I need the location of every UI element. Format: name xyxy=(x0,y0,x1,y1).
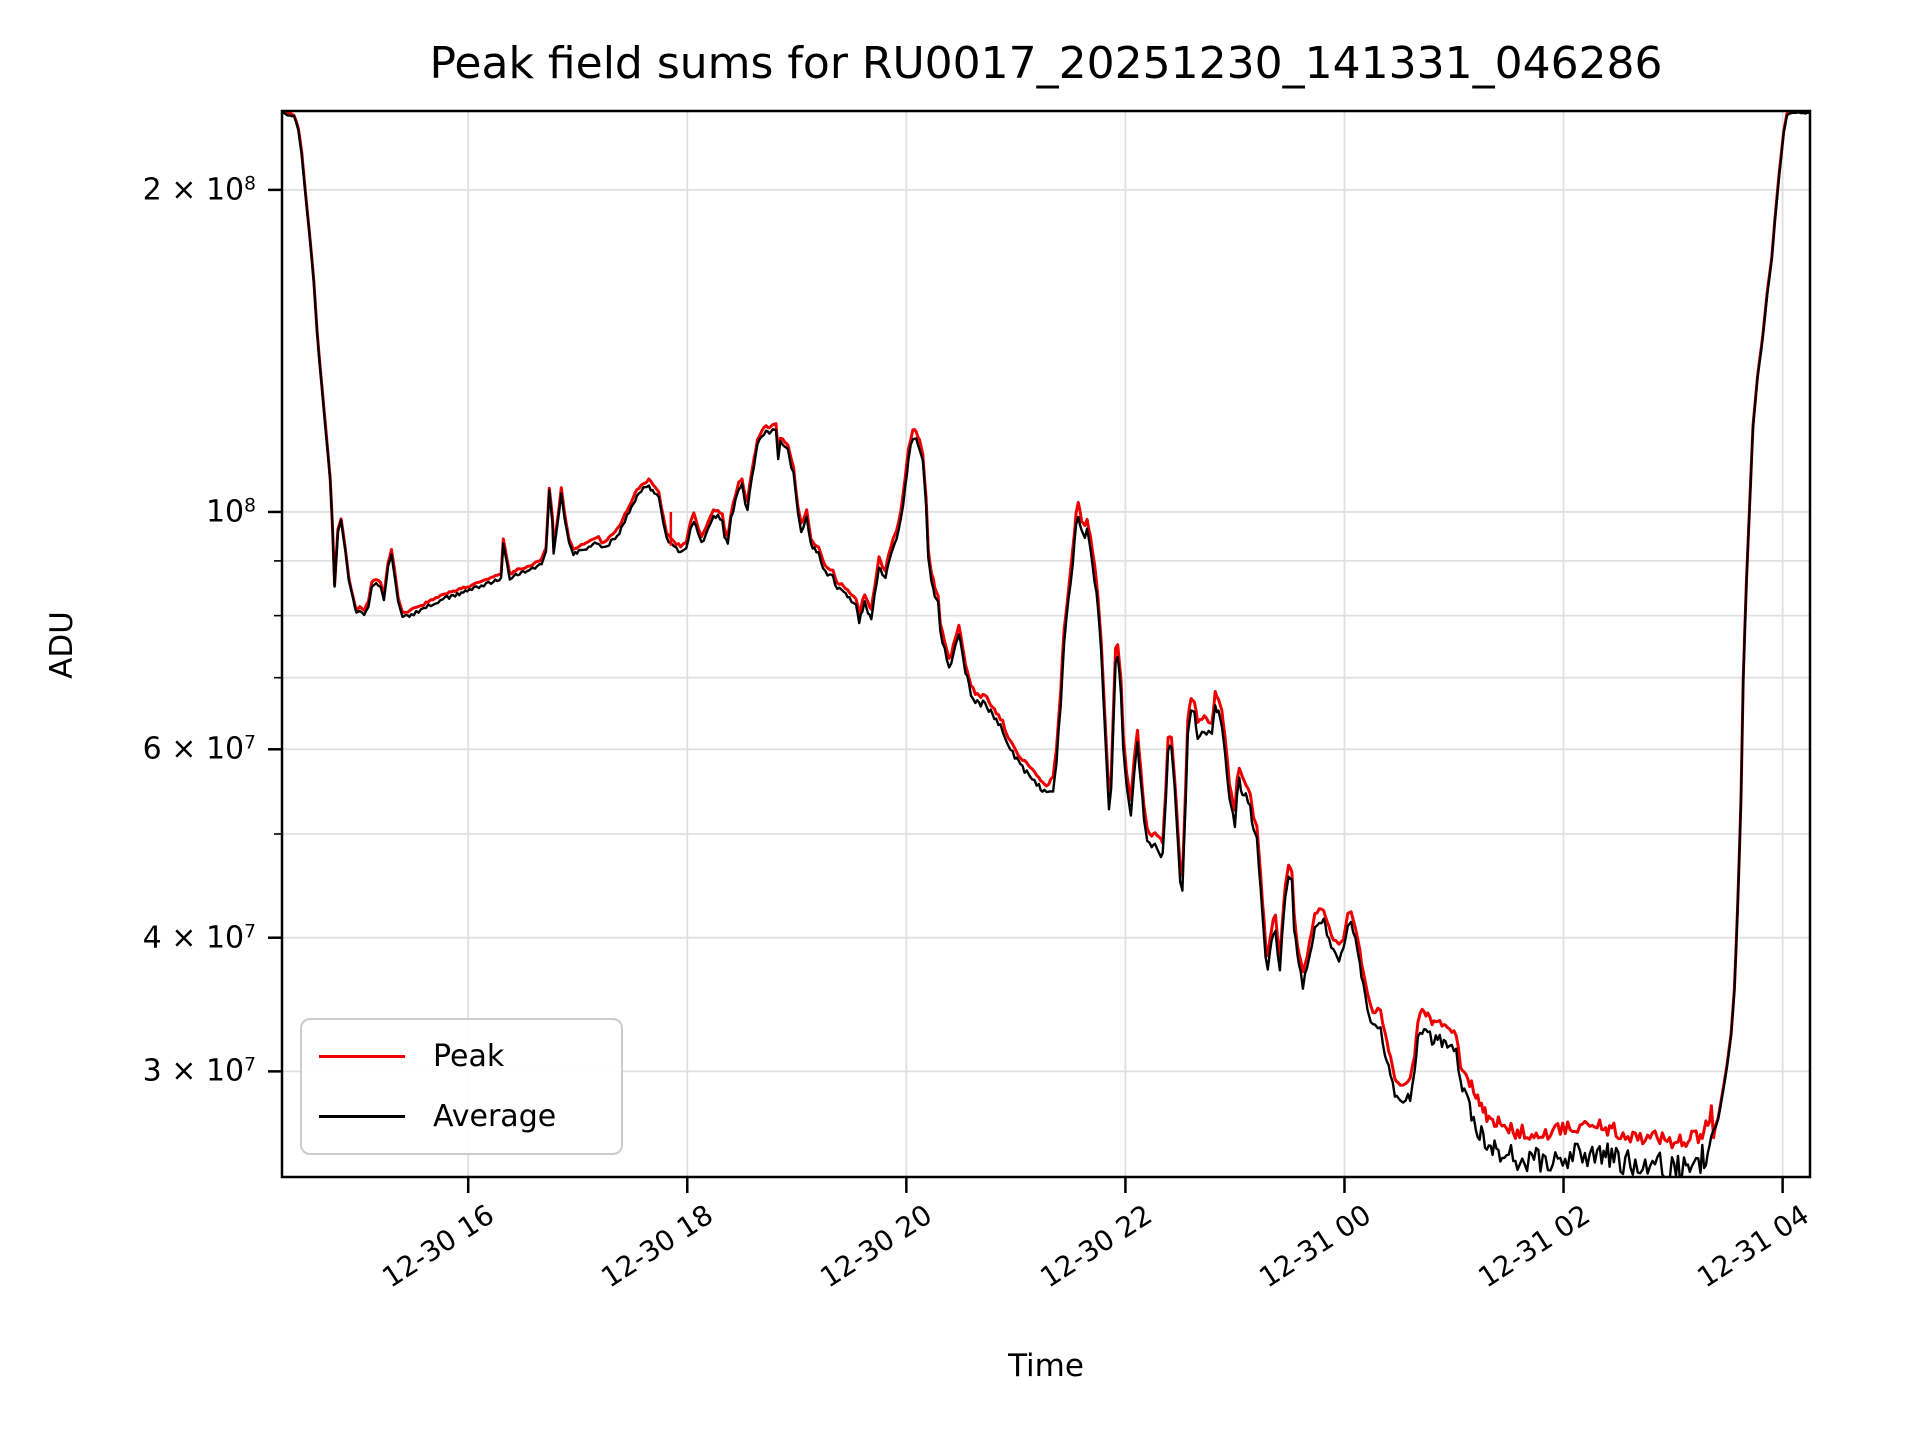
legend-item-peak: Peak xyxy=(302,1031,621,1081)
y-tick-label-7: 4 × 107 xyxy=(142,920,256,956)
gridlines xyxy=(282,111,1810,1177)
y-tick-label-8: 3 × 107 xyxy=(142,1053,256,1089)
y-tick-label-1: 108 xyxy=(205,494,256,530)
peak-series-path xyxy=(282,111,1810,1150)
y-tick-label-5: 6 × 107 xyxy=(142,731,256,767)
legend-label-average: Average xyxy=(433,1099,557,1135)
y-tick-label-0: 2 × 108 xyxy=(142,172,256,208)
x-axis-label: Time xyxy=(1008,1348,1084,1384)
legend-item-average: Average xyxy=(302,1092,621,1142)
y-axis-label: ADU xyxy=(44,611,80,679)
legend: Peak Average xyxy=(300,1018,623,1155)
tick-marks xyxy=(268,188,1784,1193)
legend-line-peak xyxy=(319,1054,405,1058)
legend-line-average xyxy=(319,1115,405,1119)
axes-spines xyxy=(280,109,1812,1179)
average-series-path xyxy=(282,111,1810,1177)
legend-label-peak: Peak xyxy=(433,1038,505,1074)
chart-title: Peak field sums for RU0017_20251230_1413… xyxy=(429,38,1663,89)
